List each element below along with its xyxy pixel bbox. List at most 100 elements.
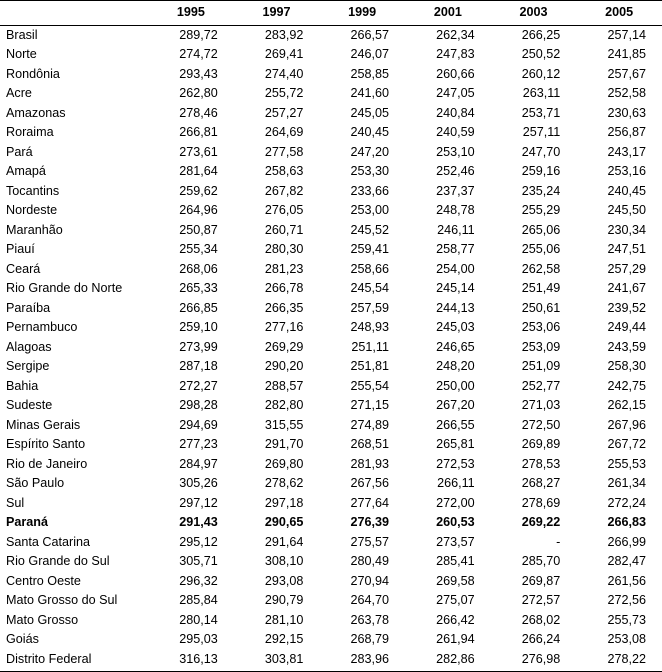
cell-value: 255,54 <box>319 377 405 397</box>
cell-value: 230,63 <box>576 104 662 124</box>
cell-value: 253,09 <box>491 338 577 358</box>
cell-value: 266,85 <box>148 299 234 319</box>
cell-value: 277,16 <box>234 318 320 338</box>
cell-value: 242,75 <box>576 377 662 397</box>
cell-value: 257,59 <box>319 299 405 319</box>
cell-value: 233,66 <box>319 182 405 202</box>
cell-value: 248,93 <box>319 318 405 338</box>
table-row: Goiás295,03292,15268,79261,94266,24253,0… <box>0 630 662 650</box>
cell-value: 274,72 <box>148 45 234 65</box>
cell-value: 250,87 <box>148 221 234 241</box>
table-row: Piauí255,34280,30259,41258,77255,06247,5… <box>0 240 662 260</box>
table-row: Sudeste298,28282,80271,15267,20271,03262… <box>0 396 662 416</box>
cell-value: 269,22 <box>491 513 577 533</box>
row-label: Centro Oeste <box>0 572 148 592</box>
cell-value: 278,69 <box>491 494 577 514</box>
row-label: Brasil <box>0 25 148 45</box>
cell-value: 253,71 <box>491 104 577 124</box>
cell-value: 291,70 <box>234 435 320 455</box>
cell-value: 261,94 <box>405 630 491 650</box>
cell-value: 251,49 <box>491 279 577 299</box>
col-header: 1999 <box>319 1 405 26</box>
cell-value: 265,33 <box>148 279 234 299</box>
cell-value: 252,77 <box>491 377 577 397</box>
cell-value: 257,29 <box>576 260 662 280</box>
cell-value: 253,10 <box>405 143 491 163</box>
table-row: Roraima266,81264,69240,45240,59257,11256… <box>0 123 662 143</box>
cell-value: 243,59 <box>576 338 662 358</box>
table-row: Tocantins259,62267,82233,66237,37235,242… <box>0 182 662 202</box>
cell-value: 277,58 <box>234 143 320 163</box>
cell-value: 247,20 <box>319 143 405 163</box>
cell-value: 249,44 <box>576 318 662 338</box>
cell-value: 253,08 <box>576 630 662 650</box>
cell-value: 257,67 <box>576 65 662 85</box>
table-row: Sergipe287,18290,20251,81248,20251,09258… <box>0 357 662 377</box>
cell-value: 251,09 <box>491 357 577 377</box>
cell-value: 287,18 <box>148 357 234 377</box>
cell-value: 268,27 <box>491 474 577 494</box>
col-header: 2005 <box>576 1 662 26</box>
cell-value: 255,29 <box>491 201 577 221</box>
row-label: Paraná <box>0 513 148 533</box>
cell-value: 270,94 <box>319 572 405 592</box>
row-label: Distrito Federal <box>0 650 148 672</box>
cell-value: 259,10 <box>148 318 234 338</box>
cell-value: 246,11 <box>405 221 491 241</box>
cell-value: 266,35 <box>234 299 320 319</box>
cell-value: 315,55 <box>234 416 320 436</box>
cell-value: 250,61 <box>491 299 577 319</box>
cell-value: 269,89 <box>491 435 577 455</box>
cell-value: 308,10 <box>234 552 320 572</box>
cell-value: 272,27 <box>148 377 234 397</box>
cell-value: 266,25 <box>491 25 577 45</box>
cell-value: 239,52 <box>576 299 662 319</box>
row-label: Pernambuco <box>0 318 148 338</box>
cell-value: 230,34 <box>576 221 662 241</box>
cell-value: 260,66 <box>405 65 491 85</box>
table-row: Sul297,12297,18277,64272,00278,69272,24 <box>0 494 662 514</box>
cell-value: 247,05 <box>405 84 491 104</box>
table-row: Acre262,80255,72241,60247,05263,11252,58 <box>0 84 662 104</box>
cell-value: 253,16 <box>576 162 662 182</box>
cell-value: 276,98 <box>491 650 577 672</box>
data-table: 1995 1997 1999 2001 2003 2005 Brasil289,… <box>0 0 662 672</box>
table-row: Nordeste264,96276,05253,00248,78255,2924… <box>0 201 662 221</box>
cell-value: 280,49 <box>319 552 405 572</box>
row-label: Sul <box>0 494 148 514</box>
row-label: Rio de Janeiro <box>0 455 148 475</box>
cell-value: 269,29 <box>234 338 320 358</box>
table-row: Santa Catarina295,12291,64275,57273,57-2… <box>0 533 662 553</box>
cell-value: 295,03 <box>148 630 234 650</box>
row-label: Norte <box>0 45 148 65</box>
cell-value: 269,80 <box>234 455 320 475</box>
table-row: Brasil289,72283,92266,57262,34266,25257,… <box>0 25 662 45</box>
cell-value: 305,26 <box>148 474 234 494</box>
cell-value: 281,10 <box>234 611 320 631</box>
cell-value: 245,50 <box>576 201 662 221</box>
cell-value: 251,11 <box>319 338 405 358</box>
cell-value: 282,47 <box>576 552 662 572</box>
cell-value: 267,20 <box>405 396 491 416</box>
table-row: Amapá281,64258,63253,30252,46259,16253,1… <box>0 162 662 182</box>
cell-value: 278,22 <box>576 650 662 672</box>
cell-value: 272,50 <box>491 416 577 436</box>
cell-value: 272,57 <box>491 591 577 611</box>
cell-value: 284,97 <box>148 455 234 475</box>
cell-value: 289,72 <box>148 25 234 45</box>
cell-value: 267,96 <box>576 416 662 436</box>
cell-value: 245,54 <box>319 279 405 299</box>
row-label: Paraíba <box>0 299 148 319</box>
cell-value: 293,43 <box>148 65 234 85</box>
cell-value: 272,00 <box>405 494 491 514</box>
cell-value: 281,93 <box>319 455 405 475</box>
cell-value: 265,81 <box>405 435 491 455</box>
cell-value: 267,72 <box>576 435 662 455</box>
cell-value: 253,06 <box>491 318 577 338</box>
cell-value: 269,87 <box>491 572 577 592</box>
cell-value: 278,46 <box>148 104 234 124</box>
col-header <box>0 1 148 26</box>
cell-value: 293,08 <box>234 572 320 592</box>
cell-value: 272,53 <box>405 455 491 475</box>
cell-value: 263,78 <box>319 611 405 631</box>
